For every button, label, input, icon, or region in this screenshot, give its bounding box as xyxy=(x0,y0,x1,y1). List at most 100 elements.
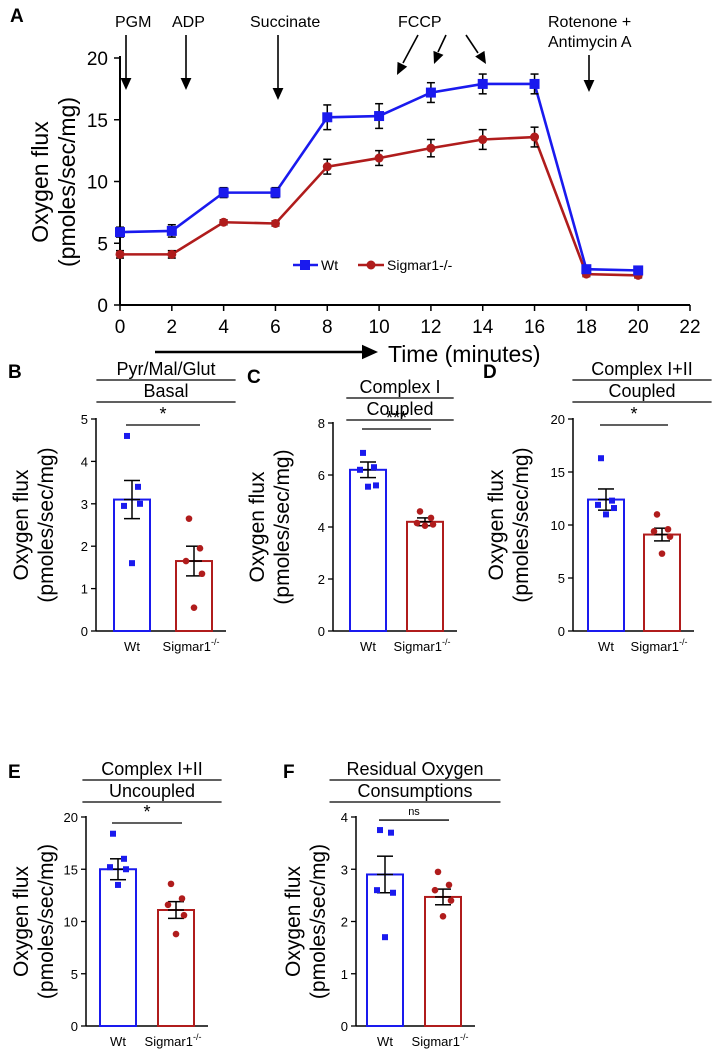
panel-letter: D xyxy=(483,362,497,383)
y-tick-label: 5 xyxy=(97,234,108,255)
data-point xyxy=(196,545,204,552)
data-point xyxy=(373,482,379,489)
y-tick-label: 3 xyxy=(341,862,348,877)
x-tick-label: 18 xyxy=(576,317,597,338)
event-arrow-head xyxy=(397,61,408,75)
data-point xyxy=(167,249,177,259)
y-tick-label: 0 xyxy=(71,1019,78,1034)
y-axis-label: Oxygen flux (pmoles/sec/mg) xyxy=(246,449,294,604)
panel-title-line1: Pyr/Mal/Glut xyxy=(116,359,215,379)
data-point xyxy=(137,500,143,507)
x-tick-label-superscript: -/- xyxy=(193,1032,202,1042)
x-tick-label: Sigmar1-/- xyxy=(394,637,451,654)
panel-a: A 0 5 10 15 20 0 2 4 6 8 10 12 14 16 18 20 22 Oxygen flux(… xyxy=(10,6,701,367)
data-point xyxy=(439,912,447,920)
panel-title-line2: Consumptions xyxy=(357,781,472,801)
event-arrow-head xyxy=(120,78,132,90)
legend-label-ko: Sigmar1-/- xyxy=(387,257,453,273)
data-point xyxy=(270,187,281,198)
panel-a-letter: A xyxy=(10,6,24,27)
x-tick-label-superscript: -/- xyxy=(442,637,451,647)
panel-title-line1: Complex I+II xyxy=(101,759,203,779)
data-point xyxy=(633,265,644,276)
data-point xyxy=(110,830,116,837)
significance-label: ns xyxy=(408,806,420,818)
x-tick-label: Wt xyxy=(360,639,376,654)
y-tick-label: 4 xyxy=(318,520,325,535)
bar xyxy=(99,868,137,1027)
data-point xyxy=(447,897,455,904)
data-point xyxy=(322,162,332,172)
y-axis-label-line2: (pmoles/sec/mg) xyxy=(35,844,58,999)
data-point xyxy=(172,930,180,938)
data-point xyxy=(658,550,666,557)
y-tick-label: 3 xyxy=(81,497,88,512)
panel-letter: B xyxy=(8,362,22,383)
data-point xyxy=(421,522,429,529)
bar xyxy=(587,498,625,632)
y-axis-label: Oxygen flux (pmoles/sec/mg) xyxy=(27,97,80,267)
data-point xyxy=(365,483,371,490)
event-label: Rotenone + xyxy=(548,14,631,31)
y-tick-label: 0 xyxy=(318,624,325,639)
data-point xyxy=(121,855,127,862)
data-point xyxy=(377,827,383,834)
data-point xyxy=(431,886,439,894)
event-arrow-head xyxy=(583,80,595,92)
data-point xyxy=(445,881,453,889)
y-axis-label: Oxygen flux (pmoles/sec/mg) xyxy=(10,447,58,602)
y-tick-label: 2 xyxy=(341,915,348,930)
significance-label: *** xyxy=(386,408,407,428)
data-point xyxy=(429,521,437,528)
x-tick-label-main: Sigmar1 xyxy=(412,1034,460,1049)
data-point xyxy=(390,889,396,896)
event-label: PGM xyxy=(115,14,151,31)
x-tick-label: Sigmar1-/- xyxy=(412,1032,469,1049)
y-axis-label: Oxygen flux (pmoles/sec/mg) xyxy=(10,844,58,999)
data-point xyxy=(115,881,121,888)
y-tick-label: 5 xyxy=(558,571,565,586)
event-label: ADP xyxy=(172,14,205,31)
time-arrow-head xyxy=(362,344,378,360)
data-point xyxy=(167,880,175,888)
data-point xyxy=(425,87,436,98)
bar xyxy=(349,468,387,632)
x-tick-label-main: Sigmar1 xyxy=(145,1034,193,1049)
significance-label: * xyxy=(143,802,150,822)
panel-title-line1: Residual Oxygen xyxy=(346,759,483,779)
x-tick-label: Wt xyxy=(598,639,614,654)
data-point xyxy=(374,153,384,163)
data-point xyxy=(529,78,540,89)
y-axis-label-line1: Oxygen flux xyxy=(10,469,33,580)
data-point xyxy=(611,505,617,512)
data-point xyxy=(190,604,198,611)
data-point xyxy=(115,249,125,259)
y-tick-label: 0 xyxy=(558,624,565,639)
bar xyxy=(643,533,681,632)
bar xyxy=(406,520,444,632)
panel-title-line2: Uncoupled xyxy=(109,781,195,801)
significance-label: * xyxy=(159,404,166,424)
event-arrow-head xyxy=(272,88,284,100)
data-point xyxy=(388,829,394,836)
data-point xyxy=(357,466,363,473)
y-axis-label-line1: Oxygen flux xyxy=(282,866,305,977)
significance-label: * xyxy=(630,404,637,424)
y-axis-label-line2: (pmoles/sec/mg) xyxy=(35,447,58,602)
event-arrow-head xyxy=(180,78,192,90)
data-point xyxy=(416,508,424,515)
legend: Wt Sigmar1-/- xyxy=(293,257,453,273)
data-point xyxy=(219,217,229,227)
data-point xyxy=(371,464,377,471)
x-tick-label: Sigmar1-/- xyxy=(145,1032,202,1049)
event-label: FCCP xyxy=(398,14,442,31)
data-point xyxy=(666,533,674,540)
bar xyxy=(157,909,195,1028)
data-point xyxy=(603,511,609,518)
data-point xyxy=(650,528,658,535)
data-point xyxy=(129,560,135,567)
data-point xyxy=(374,111,385,122)
